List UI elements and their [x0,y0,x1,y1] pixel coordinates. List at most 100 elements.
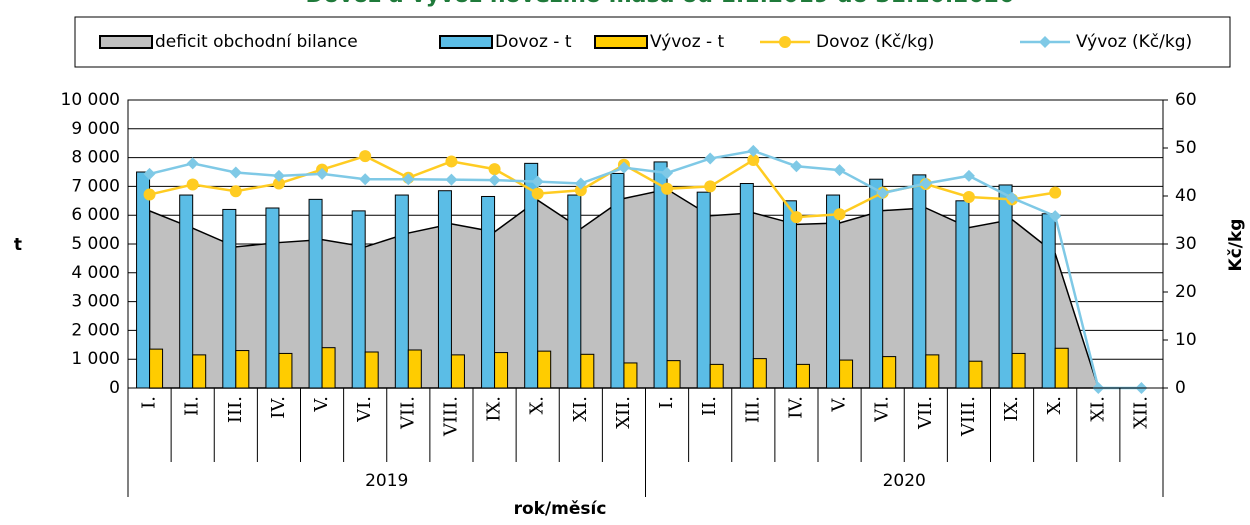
marker [876,187,889,200]
x-tick-label: X. [527,396,548,415]
legend-swatch [99,35,153,49]
x-tick-label: VII. [397,396,418,430]
bar [925,354,940,389]
y-tick-label: 3 000 [71,292,120,312]
marker [790,211,803,224]
group-label: 2020 [883,471,926,491]
x-tick-label: IV. [268,396,289,419]
bar [278,352,293,389]
marker [661,166,674,179]
marker [617,161,630,174]
marker [488,163,501,176]
bar [826,194,841,389]
marker [143,188,156,201]
marker [790,160,803,173]
marker [143,167,156,180]
legend-swatch [779,36,791,48]
x-tick-label: I. [656,396,677,409]
x-tick-label: V. [311,396,332,413]
marker [186,178,199,191]
bar [869,178,884,389]
marker [316,167,329,180]
line [149,149,1142,390]
x-tick-label: IX. [484,396,505,422]
y2-axis-title: Kč/kg [1226,219,1246,272]
y2-tick-label: 0 [1175,378,1186,398]
marker [833,164,846,177]
marker [661,182,674,195]
marker [704,180,717,193]
y-tick-label: 4 000 [71,263,120,283]
bar [351,210,366,389]
bar [912,174,927,389]
marker [1049,210,1062,223]
bar [1041,213,1056,389]
bar [998,184,1013,389]
bar [394,194,409,389]
marker [1006,191,1019,204]
y-tick-label: 1 000 [71,349,120,369]
bar [955,200,970,389]
legend-label: Dovoz (Kč/kg) [816,32,934,52]
bar [537,350,552,389]
y2-tick-label: 20 [1175,282,1197,302]
x-tick-label: XII. [613,396,634,429]
x-tick-label: VI. [872,396,893,423]
marker [919,177,932,190]
x-tick-label: IX. [1001,396,1022,422]
x-tick-label: II. [182,396,203,416]
bar [795,363,810,389]
marker [445,155,458,168]
y2-tick-label: 40 [1175,186,1197,206]
marker [402,173,415,186]
bar [265,207,280,389]
marker [962,169,975,182]
bar [623,362,638,389]
bar [696,191,711,389]
bar [610,172,625,389]
y2-tick-label: 60 [1175,90,1197,110]
bar [407,349,422,389]
bar [839,359,854,389]
x-tick-label: VII. [915,396,936,430]
x-tick-label: XII. [1130,396,1151,429]
bar [308,198,323,389]
x-tick-label: VIII. [958,396,979,437]
bar [437,190,452,389]
bar [666,360,681,389]
bar [149,348,164,389]
legend-swatch [439,35,493,49]
bar [179,194,194,389]
x-tick-label: XI. [1087,396,1108,422]
y-tick-label: 6 000 [71,205,120,225]
y-tick-label: 9 000 [71,119,120,139]
legend-label: deficit obchodní bilance [155,32,358,52]
y-tick-label: 10 000 [61,90,120,110]
x-tick-label: X. [1044,396,1065,415]
bar [882,356,897,389]
marker [359,173,372,186]
marker [229,166,242,179]
area [148,188,1142,389]
bar [1011,352,1026,389]
x-tick-label: I. [139,396,160,409]
bar [752,358,767,389]
legend-swatch [1039,36,1051,48]
bar [136,171,151,389]
x-tick-label: V. [829,396,850,413]
marker [704,152,717,165]
bar [968,360,983,389]
group-label: 2019 [365,471,408,491]
marker [747,154,760,166]
bar [481,195,496,389]
bar [782,200,797,389]
x-tick-label: XI. [570,396,591,422]
x-tick-label: III. [225,396,246,423]
y-tick-label: 5 000 [71,234,120,254]
marker [445,173,458,186]
chart-title: Dovoz a vývoz hovězího masa od 1.1.2019 … [305,0,1014,8]
marker [962,190,975,203]
legend-label: Vývoz - t [650,32,725,52]
bar [192,354,207,389]
marker [531,187,544,200]
